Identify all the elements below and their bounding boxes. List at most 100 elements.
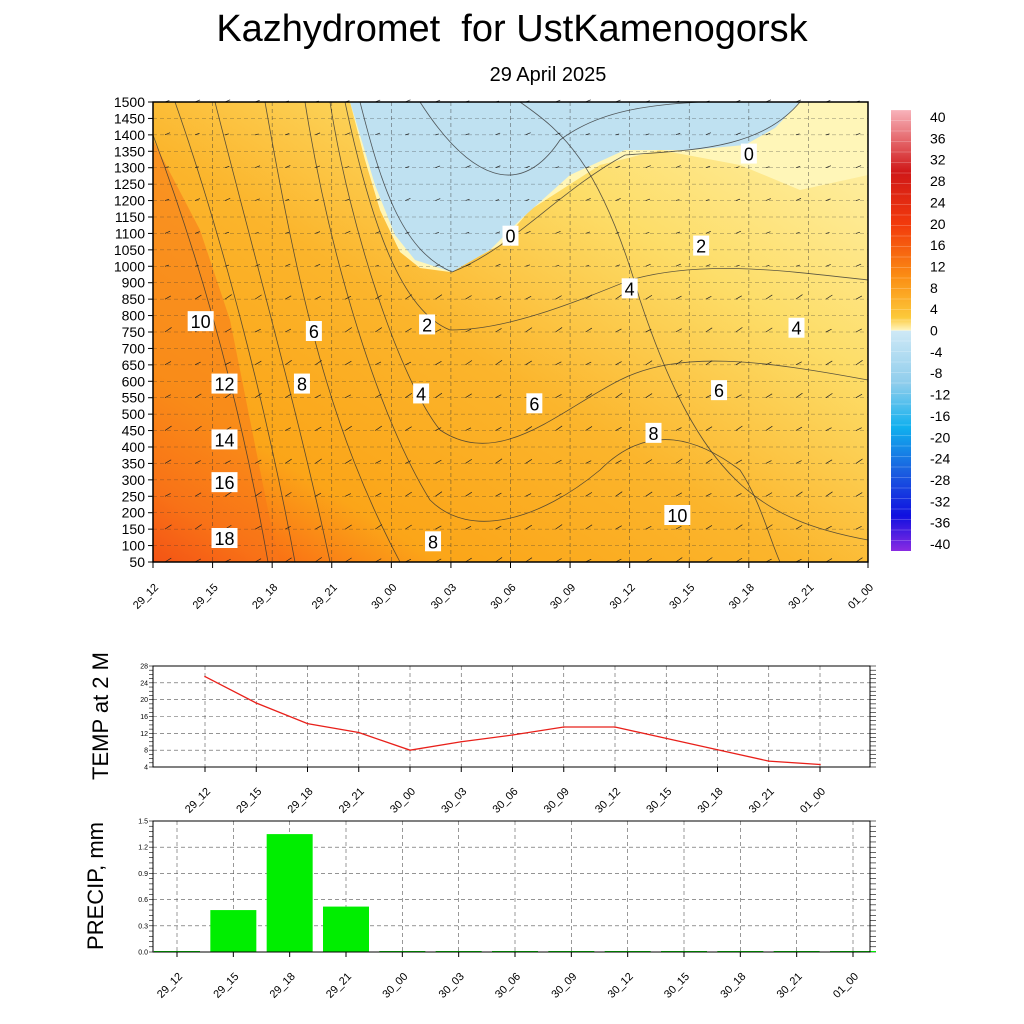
wind-barb — [645, 198, 651, 201]
y-tick-label: 1400 — [114, 127, 145, 143]
y-tick-label: 300 — [122, 472, 146, 488]
wind-barb — [345, 230, 351, 234]
wind-barb — [555, 361, 562, 366]
x-tick-label: 30_12 — [608, 582, 638, 612]
wind-barb — [855, 328, 862, 333]
contour-label: 12 — [214, 375, 234, 395]
wind-barb — [675, 263, 681, 267]
wind-barb — [315, 165, 321, 169]
y-tick-label: 800 — [122, 308, 146, 324]
wind-barb — [705, 264, 711, 267]
y-tick-label: 1100 — [115, 225, 145, 241]
wind-barb — [585, 426, 593, 431]
contour-label-box — [502, 225, 519, 246]
isotherm-line — [264, 101, 401, 563]
contour-label-box — [645, 422, 662, 443]
wind-barb — [345, 425, 352, 431]
temp-axis-label: TEMP at 2 M — [88, 652, 113, 780]
colorbar-tick-label: -4 — [930, 344, 943, 360]
y-tick-label: 600 — [122, 373, 146, 389]
wind-barb — [315, 199, 319, 201]
wind-barb — [495, 458, 503, 464]
wind-barb — [375, 393, 382, 399]
temp-data-point — [460, 740, 463, 743]
wind-barb — [585, 264, 590, 267]
wind-barb — [675, 132, 681, 136]
colorbar-tick-label: -8 — [930, 365, 943, 381]
contour-label-box — [621, 278, 638, 299]
contour-label: 14 — [214, 430, 234, 450]
wind-barb — [164, 230, 171, 234]
wind-barb — [765, 133, 771, 136]
precip-bar — [323, 906, 369, 952]
wind-barb — [405, 361, 412, 366]
contour-label: 4 — [791, 319, 801, 339]
wind-barb — [315, 360, 322, 366]
precip-x-tick-label: 30_12 — [606, 971, 636, 1001]
wind-barb — [705, 132, 711, 136]
colorbar-tick-label: -12 — [930, 387, 950, 403]
wind-barb — [405, 231, 410, 234]
wind-barb — [615, 294, 623, 300]
wind-barb — [525, 493, 532, 497]
wind-barb — [795, 460, 802, 464]
wind-barb — [194, 524, 202, 530]
wind-barb — [705, 557, 713, 563]
temp-y-tick-label: 4 — [144, 765, 148, 772]
wind-barb — [255, 232, 259, 234]
wind-barb — [315, 296, 321, 300]
temp-x-tick-label: 29_21 — [337, 786, 367, 816]
x-tick-label: 30_06 — [489, 582, 519, 612]
y-tick-label: 1250 — [114, 176, 145, 192]
contour-label-box — [526, 393, 543, 414]
wind-barb — [375, 231, 381, 234]
colorbar-tick-label: 32 — [930, 152, 946, 168]
temp-data-point — [357, 731, 360, 734]
contour-label: 6 — [714, 381, 724, 401]
wind-barb — [615, 460, 622, 464]
wind-barb — [495, 492, 502, 497]
wind-barb — [495, 360, 503, 366]
colorbar-tick-label: -28 — [930, 472, 950, 488]
wind-barb — [255, 133, 259, 136]
wind-barb — [495, 231, 501, 234]
precip-x-tick-label: 30_09 — [549, 971, 579, 1001]
wind-barb — [555, 327, 563, 333]
temp-x-tick-label: 30_18 — [696, 786, 726, 816]
temp-x-tick-label: 30_00 — [388, 786, 418, 816]
x-tick-label: 30_09 — [548, 582, 578, 612]
wind-barb — [855, 133, 861, 136]
wind-barb — [525, 458, 533, 464]
wind-barb — [525, 264, 530, 267]
wind-barb — [675, 394, 682, 399]
wind-barb — [615, 232, 620, 234]
wind-barb — [615, 328, 622, 333]
y-tick-label: 550 — [122, 390, 146, 406]
wind-barb — [795, 392, 803, 399]
wind-barb — [254, 427, 261, 431]
y-tick-label: 50 — [129, 554, 145, 570]
temp-plot-frame — [152, 665, 871, 768]
wind-barb — [164, 493, 171, 497]
wind-barb — [825, 264, 831, 267]
wind-barb — [164, 425, 172, 431]
contour-label: 6 — [309, 322, 319, 342]
wind-barb — [795, 491, 803, 497]
wind-barb — [585, 393, 593, 399]
temp-data-point — [204, 675, 206, 678]
wind-barb — [285, 427, 291, 431]
wind-barb — [405, 524, 412, 530]
wind-barb — [765, 327, 773, 333]
precip-bar — [210, 910, 257, 952]
temp-data-point — [767, 760, 770, 762]
temp-data-point — [409, 749, 411, 751]
isotherm-line — [359, 101, 801, 273]
isotherm-line — [214, 101, 331, 563]
wind-barb — [435, 491, 443, 497]
precip-y-tick-label: 0.6 — [138, 897, 148, 904]
colorbar-tick-label: 20 — [930, 216, 946, 232]
isotherm-line — [419, 101, 701, 176]
wind-barb — [555, 132, 561, 136]
contour-label: 4 — [416, 384, 426, 404]
contour-label: 0 — [744, 145, 754, 165]
